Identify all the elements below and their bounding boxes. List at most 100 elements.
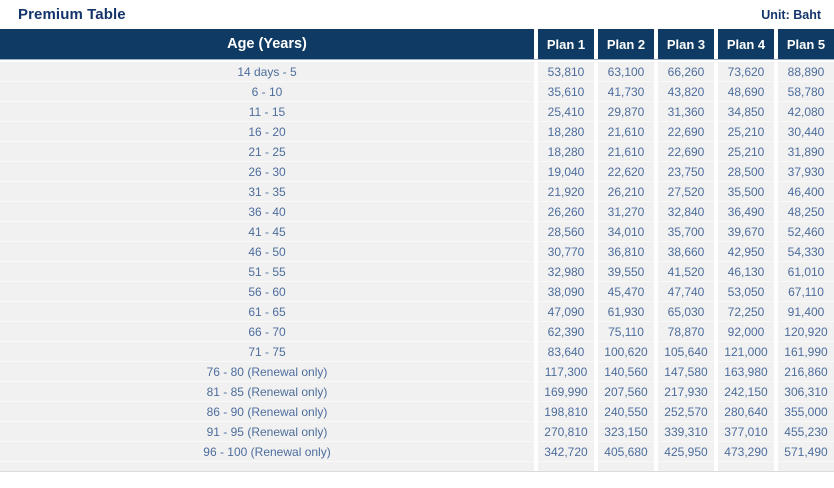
premium-cell-plan-1: 62,390 (538, 322, 594, 342)
age-cell: 96 - 100 (Renewal only) (0, 442, 534, 462)
premium-cell-plan-4: 242,150 (718, 382, 774, 402)
premium-cell-plan-1: 32,980 (538, 262, 594, 282)
premium-cell-plan-5: 355,000 (778, 402, 834, 422)
table-body: 14 days - 5 53,810 63,100 66,260 73,620 88,89… (0, 62, 834, 471)
premium-cell-plan-3: 41,520 (658, 262, 714, 282)
table-row: 14 days - 5 53,810 63,100 66,260 73,620 88,89… (0, 62, 834, 82)
premium-cell-plan-1: 198,810 (538, 402, 594, 422)
premium-cell-plan-3: 22,690 (658, 142, 714, 162)
column-header-plan-2: Plan 2 (598, 29, 654, 59)
column-header-plan-4: Plan 4 (718, 29, 774, 59)
table-row: 61 - 65 47,090 61,930 65,030 72,250 91,400 (0, 302, 834, 322)
premium-cell-plan-3: 43,820 (658, 82, 714, 102)
premium-cell-plan-2: 22,620 (598, 162, 654, 182)
premium-cell-plan-5: 88,890 (778, 62, 834, 82)
premium-cell-plan-5: 48,250 (778, 202, 834, 222)
premium-cell-plan-5: 455,230 (778, 422, 834, 442)
premium-cell-plan-5: 54,330 (778, 242, 834, 262)
age-cell: 81 - 85 (Renewal only) (0, 382, 534, 402)
table-row: 76 - 80 (Renewal only) 117,300 140,560 147,… (0, 362, 834, 382)
premium-cell-plan-3: 35,700 (658, 222, 714, 242)
premium-cell-plan-5: 216,860 (778, 362, 834, 382)
table-row: 6 - 10 35,610 41,730 43,820 48,690 58,780 (0, 82, 834, 102)
age-cell: 51 - 55 (0, 262, 534, 282)
table-row: 11 - 15 25,410 29,870 31,360 34,850 42,080 (0, 102, 834, 122)
premium-cell-plan-1: 47,090 (538, 302, 594, 322)
premium-cell-plan-4: 473,290 (718, 442, 774, 462)
premium-cell-plan-1: 21,920 (538, 182, 594, 202)
premium-cell-plan-3: 65,030 (658, 302, 714, 322)
premium-cell-plan-4: 48,690 (718, 82, 774, 102)
age-cell: 36 - 40 (0, 202, 534, 222)
premium-cell-plan-1: 28,560 (538, 222, 594, 242)
age-cell: 6 - 10 (0, 82, 534, 102)
table-row: 81 - 85 (Renewal only) 169,990 207,560 217,… (0, 382, 834, 402)
age-cell: 71 - 75 (0, 342, 534, 362)
premium-cell-plan-1: 169,990 (538, 382, 594, 402)
premium-cell-plan-5: 42,080 (778, 102, 834, 122)
premium-cell-plan-5: 46,400 (778, 182, 834, 202)
table-row: 26 - 30 19,040 22,620 23,750 28,500 37,930 (0, 162, 834, 182)
table-bottom-divider (0, 471, 834, 472)
age-cell: 26 - 30 (0, 162, 534, 182)
premium-cell-plan-1: 342,720 (538, 442, 594, 462)
premium-cell-plan-4: 46,130 (718, 262, 774, 282)
premium-cell-plan-1: 270,810 (538, 422, 594, 442)
premium-cell-plan-4: 39,670 (718, 222, 774, 242)
table-row: 96 - 100 (Renewal only) 342,720 405,680 425… (0, 442, 834, 462)
age-cell: 91 - 95 (Renewal only) (0, 422, 534, 442)
age-cell: 56 - 60 (0, 282, 534, 302)
premium-cell-plan-5: 67,110 (778, 282, 834, 302)
premium-cell-plan-1: 30,770 (538, 242, 594, 262)
spacer-cell (658, 462, 714, 471)
table-row: 71 - 75 83,640 100,620 105,640 121,000 161,99… (0, 342, 834, 362)
premium-cell-plan-3: 22,690 (658, 122, 714, 142)
premium-cell-plan-3: 47,740 (658, 282, 714, 302)
premium-cell-plan-1: 18,280 (538, 122, 594, 142)
table-row: 66 - 70 62,390 75,110 78,870 92,000 120,920 (0, 322, 834, 342)
premium-cell-plan-2: 63,100 (598, 62, 654, 82)
spacer-cell (538, 462, 594, 471)
premium-cell-plan-1: 38,090 (538, 282, 594, 302)
age-cell: 16 - 20 (0, 122, 534, 142)
premium-cell-plan-3: 217,930 (658, 382, 714, 402)
premium-cell-plan-4: 163,980 (718, 362, 774, 382)
premium-cell-plan-5: 58,780 (778, 82, 834, 102)
premium-cell-plan-4: 28,500 (718, 162, 774, 182)
premium-cell-plan-5: 571,490 (778, 442, 834, 462)
table-body-spacer (0, 462, 834, 471)
age-cell: 31 - 35 (0, 182, 534, 202)
premium-cell-plan-3: 339,310 (658, 422, 714, 442)
premium-cell-plan-2: 41,730 (598, 82, 654, 102)
premium-cell-plan-2: 140,560 (598, 362, 654, 382)
column-header-plan-5: Plan 5 (778, 29, 834, 59)
table-row: 36 - 40 26,260 31,270 32,840 36,490 48,250 (0, 202, 834, 222)
premium-cell-plan-2: 36,810 (598, 242, 654, 262)
premium-cell-plan-5: 37,930 (778, 162, 834, 182)
premium-cell-plan-1: 18,280 (538, 142, 594, 162)
age-cell: 21 - 25 (0, 142, 534, 162)
premium-cell-plan-4: 25,210 (718, 142, 774, 162)
premium-cell-plan-4: 72,250 (718, 302, 774, 322)
premium-cell-plan-5: 30,440 (778, 122, 834, 142)
age-cell: 46 - 50 (0, 242, 534, 262)
table-row: 86 - 90 (Renewal only) 198,810 240,550 252,… (0, 402, 834, 422)
premium-cell-plan-4: 53,050 (718, 282, 774, 302)
premium-cell-plan-2: 45,470 (598, 282, 654, 302)
spacer-cell (778, 462, 834, 471)
premium-cell-plan-3: 31,360 (658, 102, 714, 122)
premium-cell-plan-2: 31,270 (598, 202, 654, 222)
age-cell: 66 - 70 (0, 322, 534, 342)
premium-cell-plan-2: 207,560 (598, 382, 654, 402)
premium-cell-plan-3: 78,870 (658, 322, 714, 342)
premium-cell-plan-4: 121,000 (718, 342, 774, 362)
premium-cell-plan-3: 66,260 (658, 62, 714, 82)
premium-cell-plan-4: 36,490 (718, 202, 774, 222)
premium-cell-plan-2: 323,150 (598, 422, 654, 442)
premium-cell-plan-3: 105,640 (658, 342, 714, 362)
premium-cell-plan-2: 39,550 (598, 262, 654, 282)
premium-cell-plan-5: 161,990 (778, 342, 834, 362)
premium-cell-plan-3: 32,840 (658, 202, 714, 222)
premium-cell-plan-3: 23,750 (658, 162, 714, 182)
unit-label: Unit: Baht (761, 7, 821, 22)
